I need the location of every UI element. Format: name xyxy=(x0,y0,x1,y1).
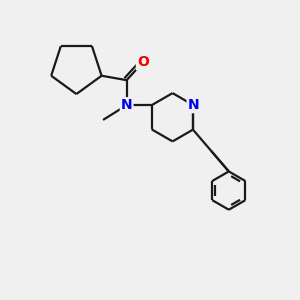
Text: N: N xyxy=(188,98,199,112)
Text: O: O xyxy=(137,56,149,70)
Text: N: N xyxy=(121,98,132,112)
